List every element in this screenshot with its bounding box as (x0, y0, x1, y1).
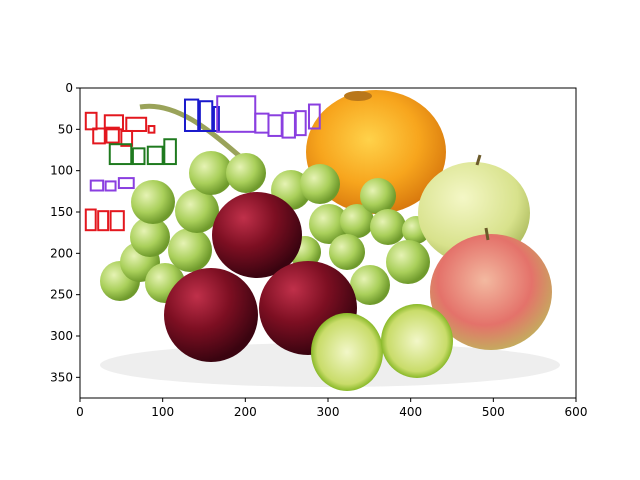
y-tick-label: 350 (50, 370, 73, 384)
x-tick-label: 600 (565, 405, 588, 419)
red-word-box (103, 114, 124, 131)
red-word-box (92, 127, 106, 145)
x-axis: 0 100 200 300 400 500 600 (76, 398, 587, 419)
purple-word-box (307, 103, 321, 130)
red-word-box (125, 116, 148, 132)
purple-word-box (104, 180, 117, 192)
x-tick-label: 100 (151, 405, 174, 419)
y-tick-label: 150 (50, 205, 73, 219)
y-tick-label: 100 (50, 164, 73, 178)
y-tick-label: 300 (50, 329, 73, 343)
red-apple-icon (430, 227, 552, 350)
green-word-box (163, 138, 177, 166)
red-word-box (120, 129, 134, 147)
x-tick-label: 500 (482, 405, 505, 419)
red-word-box (84, 208, 97, 232)
red-word-box (97, 210, 110, 232)
purple-word-box (89, 179, 105, 192)
y-tick-label: 50 (58, 122, 73, 136)
red-word-box (84, 111, 98, 131)
x-tick-label: 0 (76, 405, 84, 419)
y-tick-label: 0 (65, 81, 73, 95)
purple-word-box (117, 177, 135, 190)
y-tick-label: 250 (50, 288, 73, 302)
blue-word-box (198, 100, 214, 132)
blue-word-box (183, 98, 200, 132)
green-word-box (146, 145, 164, 166)
red-word-box (105, 126, 120, 144)
fruit-photo (80, 88, 576, 398)
red-word-box (109, 210, 125, 232)
red-word-box (147, 125, 156, 134)
green-word-box (131, 147, 146, 166)
green-word-box (108, 143, 133, 166)
x-tick-label: 400 (399, 405, 422, 419)
grapes-icon (100, 151, 430, 305)
x-tick-label: 200 (234, 405, 257, 419)
orange-icon (306, 90, 446, 214)
y-axis: 0 50 100 150 200 250 300 350 (50, 81, 80, 384)
word-box-overlay (84, 95, 321, 232)
lime-icon (311, 304, 453, 391)
purple-word-box (294, 110, 307, 137)
y-tick-label: 200 (50, 246, 73, 260)
x-tick-label: 300 (317, 405, 340, 419)
